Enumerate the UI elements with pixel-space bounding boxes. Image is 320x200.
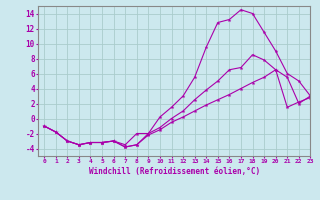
X-axis label: Windchill (Refroidissement éolien,°C): Windchill (Refroidissement éolien,°C) (89, 167, 260, 176)
